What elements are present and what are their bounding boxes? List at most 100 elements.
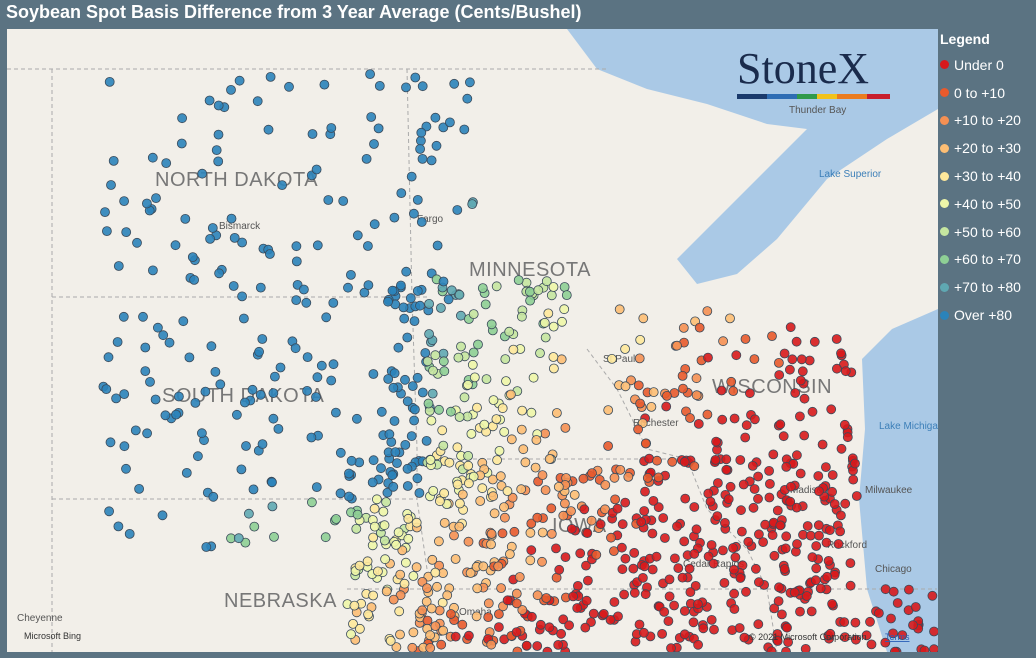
site-dot: [721, 454, 732, 465]
site-dot: [417, 153, 428, 164]
site-dot: [888, 586, 899, 597]
site-dot: [362, 241, 373, 251]
site-dot: [406, 431, 417, 442]
site-dot: [462, 379, 473, 390]
site-dot: [408, 627, 419, 638]
site-dot: [799, 430, 810, 441]
site-dot: [421, 435, 432, 446]
site-dot: [754, 529, 764, 540]
site-dot: [428, 485, 439, 496]
site-dot: [454, 412, 465, 422]
site-dot: [320, 532, 331, 543]
site-dot: [119, 441, 130, 452]
site-dot: [734, 623, 745, 633]
site-dot: [463, 536, 474, 547]
site-dot: [829, 499, 840, 509]
legend-swatch: [940, 115, 949, 125]
site-dot: [494, 445, 505, 456]
site-dot: [335, 488, 346, 499]
site-dot: [775, 520, 786, 531]
site-dot: [407, 381, 418, 392]
legend-item[interactable]: +20 to +30: [940, 134, 1021, 162]
site-dot: [437, 425, 448, 436]
site-dot: [677, 572, 688, 583]
legend-item[interactable]: +60 to +70: [940, 246, 1021, 274]
site-dot: [291, 256, 302, 267]
site-dot: [426, 415, 437, 426]
site-dot: [352, 230, 363, 241]
site-dot: [749, 484, 760, 494]
site-dot: [706, 615, 717, 625]
site-dot: [850, 617, 861, 628]
site-dot: [147, 152, 158, 163]
site-dot: [371, 494, 382, 505]
site-dot: [609, 472, 620, 483]
provider: Microsoft Bing: [24, 631, 81, 641]
site-dot: [777, 609, 787, 620]
site-dot: [736, 505, 746, 516]
site-dot: [779, 348, 790, 359]
legend-item[interactable]: +10 to +20: [940, 107, 1021, 135]
terms[interactable]: Terms: [885, 632, 910, 642]
city-label: Rockford: [827, 540, 867, 551]
site-dot: [273, 423, 284, 434]
site-dot: [735, 573, 746, 583]
site-dot: [564, 620, 574, 631]
site-dot: [648, 387, 659, 398]
site-dot: [640, 486, 650, 497]
legend-item[interactable]: 0 to +10: [940, 79, 1021, 107]
legend-item[interactable]: +70 to +80: [940, 273, 1021, 301]
site-dot: [836, 348, 846, 359]
legend-item[interactable]: +40 to +50: [940, 190, 1021, 218]
site-dot: [801, 591, 812, 601]
site-dot: [402, 332, 413, 343]
logo: StoneX: [737, 44, 869, 93]
site-dot: [497, 528, 508, 539]
site-dot: [468, 309, 479, 320]
site-dot: [395, 629, 405, 640]
site-dot: [767, 331, 777, 342]
site-dot: [239, 397, 250, 408]
site-dot: [119, 389, 130, 400]
site-dot: [537, 556, 547, 567]
site-dot: [839, 617, 850, 627]
legend-item[interactable]: +30 to +40: [940, 162, 1021, 190]
site-dot: [658, 513, 669, 523]
site-dot: [464, 77, 475, 88]
site-dot: [612, 503, 623, 514]
site-dot: [481, 374, 492, 385]
site-dot: [647, 564, 658, 575]
site-dot: [443, 294, 454, 305]
site-dot: [415, 144, 426, 154]
city-label: Madison: [790, 485, 828, 496]
site-dot: [486, 319, 497, 330]
site-dot: [399, 578, 410, 589]
site-dot: [677, 370, 688, 381]
site-dot: [119, 196, 129, 207]
site-dot: [638, 313, 649, 324]
site-dot: [822, 571, 833, 582]
site-dot: [381, 586, 392, 597]
legend-title: Legend: [940, 31, 990, 47]
site-dot: [910, 602, 921, 612]
site-dot: [786, 481, 796, 492]
site-dot: [192, 451, 203, 462]
legend-item[interactable]: +50 to +60: [940, 218, 1021, 246]
site-dot: [500, 354, 511, 365]
site-dot: [537, 527, 548, 538]
site-dot: [782, 622, 792, 633]
city-label: Cheyenne: [17, 613, 63, 624]
site-dot: [874, 608, 884, 618]
legend-item[interactable]: Under 0: [940, 51, 1021, 79]
site-dot: [369, 139, 379, 149]
site-dot: [379, 535, 390, 546]
site-dot: [745, 388, 755, 399]
legend-swatch: [940, 310, 949, 320]
site-dot: [620, 497, 631, 508]
site-dot: [689, 461, 700, 472]
site-dot: [254, 346, 265, 357]
site-dot: [679, 629, 690, 640]
legend-item[interactable]: Over +80: [940, 301, 1021, 329]
